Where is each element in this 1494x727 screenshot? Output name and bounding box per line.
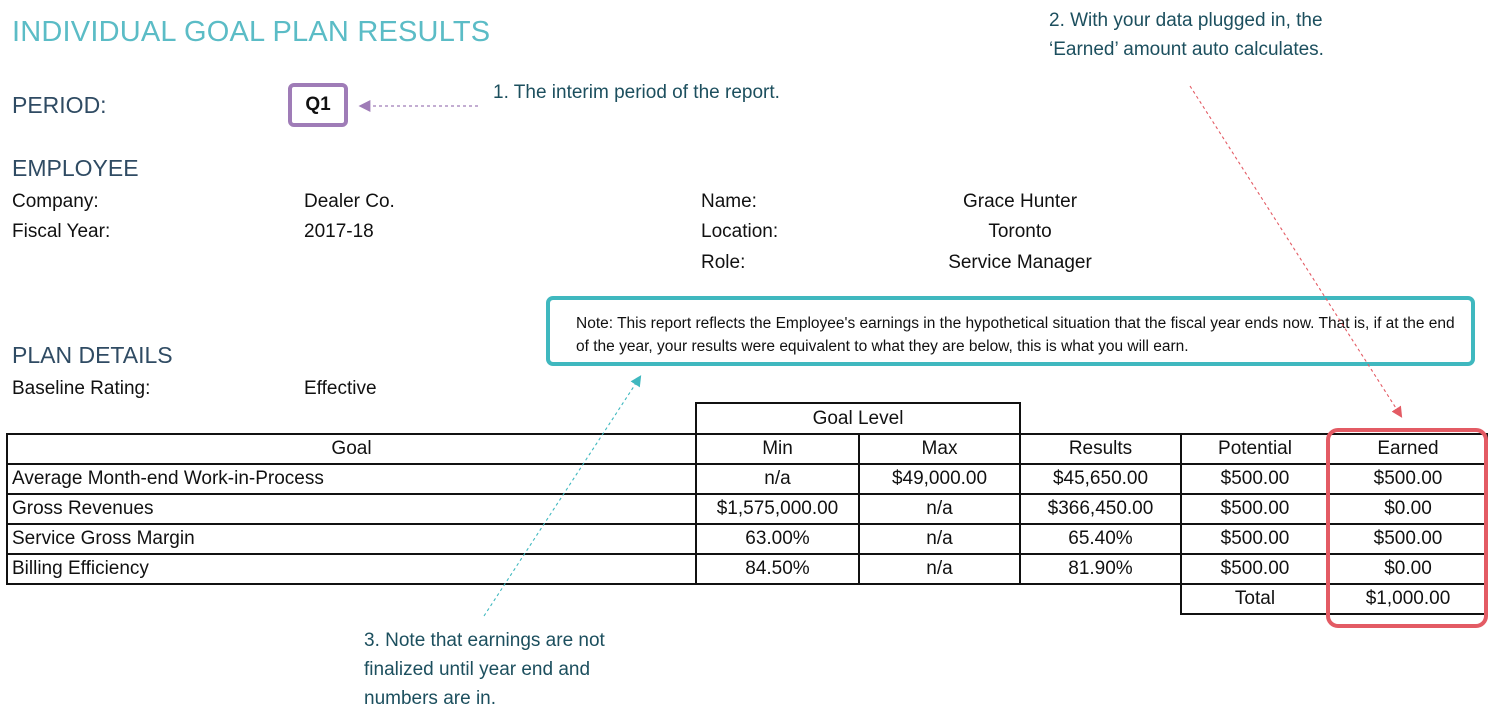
employee-section-title: EMPLOYEE [12,155,139,181]
table-row: Average Month-end Work-in-Process n/a $4… [6,463,1488,495]
location-value: Toronto [988,221,1052,242]
goal-results: $366,450.00 [1019,493,1182,525]
callout-earned: 2. With your data plugged in, the ‘Earne… [1049,10,1324,60]
fiscal-year-label: Fiscal Year: [12,221,111,242]
company-label: Company: [12,191,99,212]
column-header-goal: Goal [6,433,697,465]
goals-table: Goal Min Max Results Potential Earned Av… [6,433,1488,615]
earned-highlight-box [1326,428,1488,628]
baseline-rating-label: Baseline Rating: [12,378,151,399]
goal-min: n/a [695,463,860,495]
goal-max: $49,000.00 [858,463,1021,495]
column-header-max: Max [858,433,1021,465]
goal-potential: $500.00 [1180,463,1330,495]
blank-cell [696,584,859,614]
goal-results: 65.40% [1019,523,1182,555]
goal-max: n/a [858,493,1021,525]
table-row: Billing Efficiency 84.50% n/a 81.90% $50… [6,553,1488,585]
goal-name: Service Gross Margin [6,523,697,555]
blank-cell [7,584,696,614]
period-value: Q1 [305,94,331,115]
goal-potential: $500.00 [1180,493,1330,525]
total-label: Total [1180,583,1330,615]
period-value-box: Q1 [288,83,348,127]
goal-potential: $500.00 [1180,523,1330,555]
blank-cell [1020,584,1181,614]
fiscal-year-value: 2017-18 [304,221,374,242]
callout-note: 3. Note that earnings are not finalized … [364,630,605,709]
table-header-row: Goal Min Max Results Potential Earned [6,433,1488,465]
goal-min: 63.00% [695,523,860,555]
column-header-results: Results [1019,433,1182,465]
column-header-potential: Potential [1180,433,1330,465]
role-value: Service Manager [948,252,1092,273]
period-label: PERIOD: [12,92,107,118]
company-value: Dealer Co. [304,191,395,212]
role-label: Role: [701,252,746,273]
table-row: Service Gross Margin 63.00% n/a 65.40% $… [6,523,1488,555]
goal-min: $1,575,000.00 [695,493,860,525]
column-header-min: Min [695,433,860,465]
goal-earned: $500.00 [1328,463,1488,495]
name-label: Name: [701,191,757,212]
goal-max: n/a [858,523,1021,555]
baseline-rating-value: Effective [304,378,377,399]
location-label: Location: [701,221,779,242]
blank-cell [859,584,1020,614]
note-text: Note: This report reflects the Employee'… [576,315,1455,355]
table-total-row: Total $1,000.00 [7,583,1488,615]
report-title: INDIVIDUAL GOAL PLAN RESULTS [12,16,491,48]
goal-earned: $500.00 [1328,523,1488,555]
goal-results: $45,650.00 [1019,463,1182,495]
goal-results: 81.90% [1019,553,1182,585]
column-header-earned: Earned [1328,433,1488,465]
goal-name: Average Month-end Work-in-Process [6,463,697,495]
note-box: Note: This report reflects the Employee'… [546,296,1475,366]
goal-min: 84.50% [695,553,860,585]
goal-name: Billing Efficiency [6,553,697,585]
goal-max: n/a [858,553,1021,585]
goal-level-header: Goal Level [695,402,1021,435]
callout-period: 1. The interim period of the report. [493,82,780,103]
arrow-earned [1189,85,1403,418]
goal-name: Gross Revenues [6,493,697,525]
goal-level-label: Goal Level [812,407,904,429]
name-value: Grace Hunter [962,191,1078,212]
goal-potential: $500.00 [1180,553,1330,585]
plan-section-title: PLAN DETAILS [12,342,173,368]
table-row: Gross Revenues $1,575,000.00 n/a $366,45… [6,493,1488,525]
